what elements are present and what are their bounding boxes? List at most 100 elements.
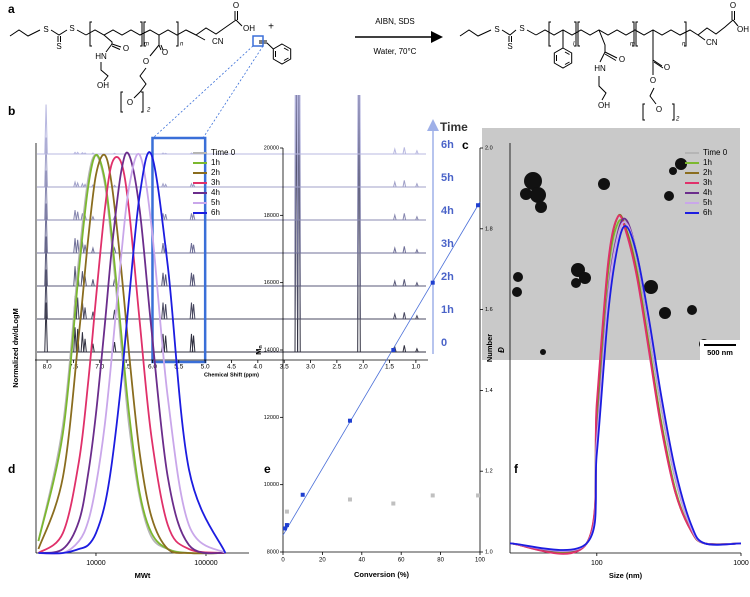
legend-label: 3h — [211, 178, 220, 187]
x-tick-label: 1.0 — [411, 364, 420, 371]
legend-label: 5h — [703, 198, 712, 207]
atom: OH — [737, 25, 749, 34]
peak — [83, 338, 87, 353]
product-structure: S S S l HN O OH O O O 2 m n CN O OH — [459, 1, 749, 123]
peak — [415, 248, 419, 254]
atom: S — [494, 25, 499, 34]
peak — [91, 246, 95, 254]
atom: O — [664, 63, 670, 72]
peak — [80, 332, 85, 353]
plus-sign: + — [268, 22, 274, 33]
peak — [415, 182, 419, 188]
peak — [402, 147, 407, 155]
peak — [161, 152, 165, 155]
y2-tick-label: 1.6 — [485, 307, 493, 313]
peak — [44, 236, 48, 287]
x-tick-label: 5.5 — [174, 364, 183, 371]
atom: O — [127, 98, 133, 107]
peak — [44, 170, 48, 221]
legend-label: 5h — [211, 198, 220, 207]
peak — [402, 213, 407, 221]
peak — [164, 152, 168, 155]
peak — [393, 312, 397, 320]
peak — [75, 239, 80, 254]
legend-label: Time 0 — [703, 148, 728, 157]
x-tick-label: 40 — [358, 558, 365, 564]
peak — [113, 152, 117, 155]
x-tick-label: 5.0 — [201, 364, 210, 371]
panel-label: b — [8, 104, 15, 118]
y-tick-label: 8000 — [267, 549, 279, 555]
y-axis-title-subscript: n — [258, 345, 264, 349]
peak — [73, 180, 77, 188]
point — [347, 497, 352, 502]
conditions: Water, 70°C — [374, 47, 417, 56]
peak — [73, 210, 77, 221]
atom: CN — [706, 38, 718, 47]
y2-tick-label: 1.0 — [485, 549, 493, 555]
x-tick-label: 20 — [319, 558, 326, 564]
peak — [163, 335, 168, 353]
x-tick-label: 100000 — [194, 560, 217, 567]
trend-line — [282, 201, 481, 536]
atom: CN — [212, 37, 224, 46]
chart-line: 10000 100000 MWt Normalized dw/dLogM Time 01… — [11, 143, 249, 580]
series-line — [37, 156, 226, 554]
peak — [163, 213, 168, 221]
scale-bar-label: 500 nm — [707, 348, 733, 357]
y-axis-title: Normalized dw/dLogM — [11, 308, 20, 388]
x-axis-title: MWt — [135, 571, 151, 580]
peak — [402, 279, 407, 287]
legend-label: 2h — [441, 271, 454, 283]
peak — [163, 274, 168, 287]
point — [430, 493, 435, 498]
peak — [75, 297, 80, 320]
peak — [161, 182, 165, 188]
legend-label: 1h — [441, 304, 454, 316]
atom: HN — [95, 52, 107, 61]
atom: O — [123, 44, 129, 53]
atom: OH — [598, 101, 610, 110]
y-tick-label: 18000 — [264, 213, 279, 219]
x-tick-label: 2.5 — [332, 364, 341, 371]
panel-label: f — [514, 462, 519, 476]
point — [476, 203, 481, 208]
point — [391, 501, 396, 506]
point — [391, 348, 396, 352]
subscript: 2 — [675, 117, 680, 123]
x-tick-label: 6.5 — [122, 364, 131, 371]
atom: HN — [594, 64, 606, 73]
x-tick-label: 1.5 — [385, 364, 394, 371]
legend-label: 6h — [703, 208, 712, 217]
peak — [80, 182, 85, 188]
peak — [393, 180, 397, 188]
y-tick-label: 20000 — [264, 145, 279, 151]
peak — [44, 104, 48, 155]
zoom-guide — [152, 45, 264, 139]
peak — [163, 183, 168, 188]
atom: O — [730, 1, 736, 10]
x-tick-label: 60 — [398, 558, 405, 564]
point — [300, 492, 305, 497]
peak — [415, 149, 419, 155]
atom: O — [162, 48, 168, 57]
series-line — [38, 151, 227, 555]
peak — [402, 312, 407, 320]
panel-label: a — [8, 2, 15, 16]
point — [347, 418, 352, 423]
reagents: AIBN, SDS — [375, 17, 415, 26]
peak — [393, 147, 397, 155]
peak — [44, 137, 48, 188]
y2-tick-label: 1.2 — [485, 469, 493, 475]
x-axis-title: Chemical Shift (ppm) — [204, 372, 259, 378]
peak — [191, 183, 196, 188]
peak — [44, 302, 48, 353]
peak — [73, 151, 77, 155]
x-tick-label: 4.0 — [253, 364, 262, 371]
y-tick-label: 10000 — [264, 482, 279, 488]
x-axis-title: Conversion (%) — [354, 570, 410, 579]
styrene — [152, 35, 292, 139]
legend-label: 3h — [441, 238, 454, 250]
peak — [415, 281, 419, 287]
peak — [112, 184, 117, 188]
